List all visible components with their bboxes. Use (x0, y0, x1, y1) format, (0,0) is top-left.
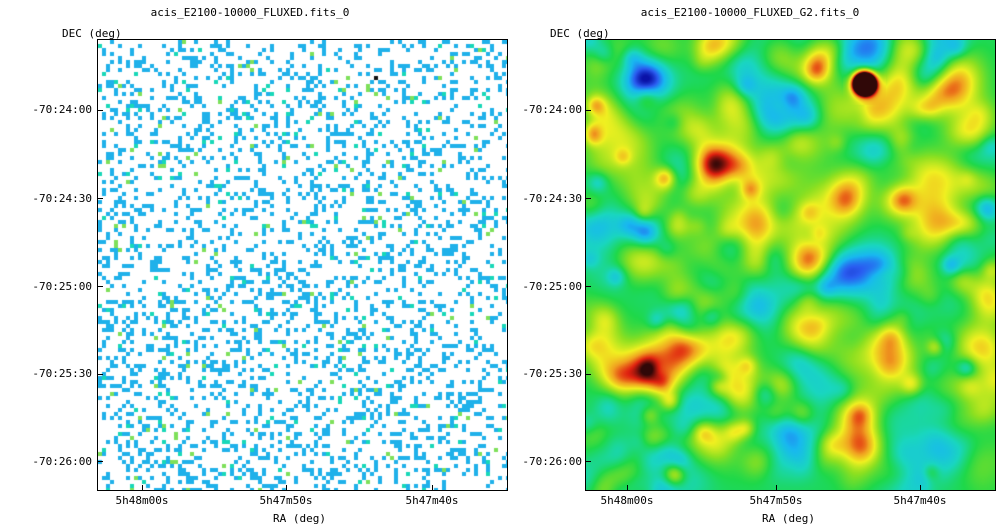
y-tick-mark (97, 286, 103, 287)
x-tick-label: 5h48m00s (600, 494, 654, 507)
fluxed-image-canvas[interactable] (98, 40, 507, 490)
x-tick-mark (776, 485, 777, 491)
y-tick-mark (97, 198, 103, 199)
y-tick-mark (97, 110, 103, 111)
y-tick-label: -70:26:00 (522, 455, 582, 468)
fluxed-image[interactable] (97, 39, 508, 491)
right-image-panel: acis_E2100-10000_FLUXED_G2.fits_0 DEC (d… (500, 0, 1000, 532)
y-tick-label: -70:25:00 (522, 280, 582, 293)
left-image-panel: acis_E2100-10000_FLUXED.fits_0 DEC (deg)… (32, 6, 508, 525)
y-axis-label: DEC (deg) (550, 27, 610, 40)
x-tick-mark (286, 485, 287, 491)
y-tick-label: -70:26:00 (32, 455, 92, 468)
y-tick-label: -70:24:00 (522, 103, 582, 116)
y-tick-mark (585, 198, 591, 199)
panel-title: acis_E2100-10000_FLUXED_G2.fits_0 (640, 6, 860, 19)
smoothed-image[interactable] (585, 39, 996, 491)
x-tick-label: 5h47m40s (893, 494, 947, 507)
y-axis-label: DEC (deg) (62, 27, 122, 40)
y-tick-label: -70:25:30 (32, 367, 92, 380)
x-tick-mark (432, 485, 433, 491)
x-tick-mark (920, 485, 921, 491)
x-tick-mark (142, 485, 143, 491)
x-tick-label: 5h47m50s (749, 494, 803, 507)
x-tick-label: 5h47m50s (259, 494, 313, 507)
x-tick-mark (627, 485, 628, 491)
y-tick-mark (585, 286, 591, 287)
y-tick-label: -70:24:00 (32, 103, 92, 116)
y-tick-label: -70:24:30 (522, 192, 582, 205)
x-tick-label: 5h47m40s (405, 494, 459, 507)
y-tick-label: -70:25:00 (32, 280, 92, 293)
y-tick-mark (97, 461, 103, 462)
y-tick-label: -70:24:30 (32, 192, 92, 205)
y-tick-mark (585, 461, 591, 462)
y-tick-label: -70:25:30 (522, 367, 582, 380)
panel-title: acis_E2100-10000_FLUXED.fits_0 (150, 6, 350, 19)
x-tick-label: 5h48m00s (115, 494, 169, 507)
smoothed-image-canvas[interactable] (586, 40, 995, 490)
y-tick-mark (97, 374, 103, 375)
x-axis-label: RA (deg) (273, 512, 326, 525)
y-tick-mark (585, 374, 591, 375)
x-axis-label: RA (deg) (762, 512, 815, 525)
y-tick-mark (585, 110, 591, 111)
